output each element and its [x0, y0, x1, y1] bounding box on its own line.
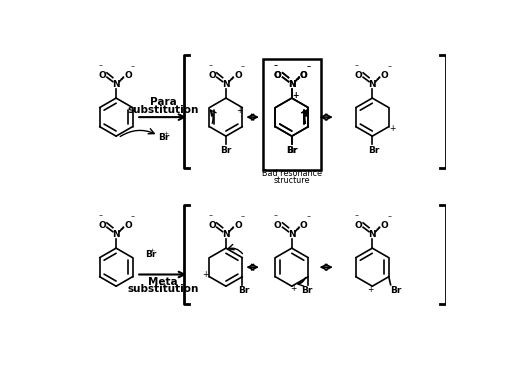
Text: O: O	[234, 221, 242, 230]
Text: N: N	[222, 231, 230, 239]
Text: Br: Br	[145, 250, 156, 259]
Text: Br: Br	[286, 146, 298, 154]
Text: +: +	[375, 76, 380, 81]
Text: O: O	[124, 71, 132, 80]
Text: substitution: substitution	[127, 284, 198, 294]
Text: +: +	[295, 76, 300, 81]
Text: −: −	[274, 63, 278, 68]
Text: +: +	[119, 76, 124, 81]
Text: −: −	[354, 63, 359, 68]
Text: N: N	[222, 81, 230, 89]
Text: −: −	[387, 64, 391, 69]
Text: +: +	[203, 270, 209, 279]
Text: O: O	[98, 221, 106, 230]
Text: +: +	[119, 226, 124, 231]
Text: O: O	[300, 221, 308, 230]
Text: Br: Br	[238, 286, 250, 295]
Text: −: −	[354, 213, 359, 218]
Text: O: O	[300, 71, 308, 80]
Text: +: +	[292, 91, 299, 100]
Text: Br: Br	[390, 286, 401, 295]
Text: O: O	[234, 71, 242, 80]
Text: O: O	[274, 71, 282, 80]
Text: −: −	[131, 64, 135, 69]
Text: +: +	[389, 124, 396, 133]
Text: +: +	[368, 285, 374, 294]
Text: −: −	[274, 213, 278, 218]
Text: structure: structure	[274, 176, 310, 185]
Text: +: +	[375, 226, 380, 231]
Text: Br: Br	[369, 146, 380, 154]
Text: +: +	[163, 131, 168, 136]
Text: O: O	[208, 221, 216, 230]
Text: Meta: Meta	[148, 277, 178, 287]
Text: −: −	[131, 214, 135, 219]
Text: −: −	[208, 63, 212, 68]
FancyBboxPatch shape	[262, 59, 321, 170]
Text: N: N	[369, 231, 376, 239]
Text: N: N	[369, 81, 376, 89]
Text: −: −	[274, 63, 278, 68]
Text: −: −	[98, 63, 102, 68]
Text: +: +	[292, 91, 299, 100]
Text: +: +	[236, 106, 243, 115]
Text: Para: Para	[150, 97, 176, 108]
Text: substitution: substitution	[127, 105, 198, 115]
Text: O: O	[354, 221, 362, 230]
Text: +: +	[150, 248, 155, 253]
Text: −: −	[307, 64, 311, 69]
Text: N: N	[112, 81, 120, 89]
Text: N: N	[288, 231, 296, 239]
Text: O: O	[274, 71, 282, 80]
Text: O: O	[381, 71, 388, 80]
Text: −: −	[307, 64, 311, 69]
Text: Br: Br	[286, 146, 298, 154]
Text: −: −	[307, 214, 311, 219]
Text: +: +	[290, 284, 297, 292]
Text: −: −	[208, 213, 212, 218]
Text: N: N	[288, 81, 296, 89]
Text: +: +	[295, 226, 300, 231]
Text: O: O	[124, 221, 132, 230]
Text: −: −	[98, 213, 102, 218]
Text: Br: Br	[220, 146, 232, 154]
Text: +: +	[229, 226, 234, 231]
Text: O: O	[274, 221, 282, 230]
Text: O: O	[208, 71, 216, 80]
Text: +: +	[229, 76, 234, 81]
Text: O: O	[98, 71, 106, 80]
Text: O: O	[354, 71, 362, 80]
Text: −: −	[240, 214, 245, 219]
Text: −: −	[240, 64, 245, 69]
Text: Br: Br	[158, 133, 170, 142]
Text: N: N	[288, 81, 296, 89]
Text: N: N	[112, 231, 120, 239]
Text: O: O	[300, 71, 308, 80]
Text: Br: Br	[301, 286, 312, 295]
Text: Bad resonance: Bad resonance	[262, 169, 322, 178]
Text: +: +	[295, 76, 300, 81]
Text: O: O	[381, 221, 388, 230]
Text: −: −	[387, 214, 391, 219]
